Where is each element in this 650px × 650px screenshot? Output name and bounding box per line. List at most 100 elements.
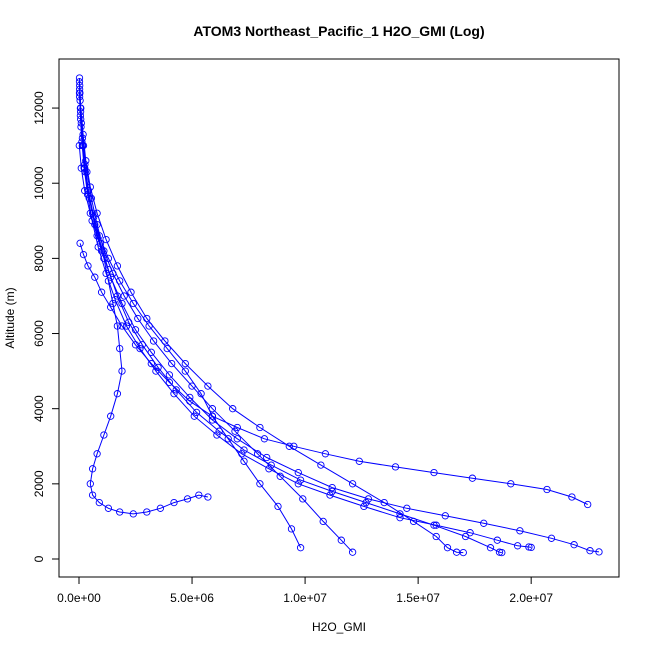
data-point	[76, 239, 84, 247]
data-point	[131, 326, 140, 334]
series-line	[79, 96, 600, 553]
series-line	[79, 85, 464, 554]
data-point	[109, 299, 117, 308]
data-point	[156, 504, 165, 512]
data-point	[77, 164, 85, 172]
data-point	[129, 299, 137, 308]
data-point	[88, 491, 97, 499]
data-point	[543, 485, 551, 494]
data-point	[95, 498, 103, 507]
data-point	[93, 232, 101, 240]
data-point	[192, 408, 201, 417]
data-series	[75, 141, 212, 518]
data-point	[362, 498, 370, 507]
data-point	[77, 115, 85, 123]
x-axis-label: H2O_GMI	[312, 620, 366, 634]
data-point	[97, 247, 106, 255]
data-point	[229, 405, 237, 413]
data-point	[240, 457, 248, 465]
x-axis: 0.0e+00 5.0e+06 1.0e+07 1.5e+07 2.0e+07	[57, 576, 553, 605]
data-point	[147, 359, 155, 368]
data-point	[513, 542, 522, 550]
data-series	[75, 78, 357, 556]
y-tick-label: 2000	[32, 470, 46, 497]
data-point	[547, 534, 556, 542]
data-point	[181, 359, 189, 368]
data-point	[100, 254, 108, 263]
data-point	[118, 299, 126, 308]
data-point	[380, 498, 388, 507]
series-line	[79, 77, 302, 548]
data-point	[486, 544, 495, 552]
data-point	[584, 500, 592, 509]
y-axis: 0 2000 4000 6000 8000 10000 12000	[32, 91, 60, 562]
data-point	[296, 476, 305, 484]
data-point	[116, 344, 124, 353]
data-point	[355, 457, 363, 465]
data-point	[75, 141, 83, 150]
data-point	[113, 390, 122, 398]
data-point	[294, 480, 302, 488]
data-point	[104, 277, 113, 285]
series-line	[79, 89, 502, 554]
series-layer	[75, 74, 603, 557]
y-tick-label: 0	[32, 555, 46, 562]
data-point	[204, 382, 212, 390]
data-point	[294, 468, 302, 477]
data-point	[118, 322, 126, 330]
y-tick-label: 4000	[32, 395, 46, 422]
data-point	[267, 461, 275, 469]
data-point	[274, 502, 282, 511]
data-point	[165, 378, 174, 387]
data-point	[299, 495, 307, 503]
y-tick-label: 12000	[32, 91, 46, 125]
data-point	[498, 548, 506, 557]
data-point	[321, 450, 330, 458]
data-point	[233, 423, 241, 432]
data-point	[326, 491, 334, 499]
data-point	[104, 504, 113, 512]
data-point	[134, 314, 142, 323]
data-point	[75, 78, 84, 86]
data-point	[328, 483, 336, 492]
y-tick-label: 8000	[32, 245, 46, 272]
data-point	[208, 405, 217, 413]
data-point	[263, 453, 271, 462]
data-point	[493, 536, 501, 544]
data-point	[480, 519, 488, 527]
x-tick-label: 0.0e+00	[57, 591, 101, 605]
chart-title: ATOM3 Northeast_Pacific_1 H2O_GMI (Log)	[193, 23, 484, 39]
data-series	[75, 93, 603, 556]
y-tick-label: 10000	[32, 166, 46, 200]
data-point	[147, 348, 155, 356]
data-point	[149, 337, 158, 345]
series-line	[79, 243, 588, 505]
data-point	[84, 262, 92, 270]
data-point	[441, 512, 449, 520]
data-point	[432, 532, 440, 541]
data-point	[208, 412, 217, 420]
data-point	[118, 367, 126, 375]
data-point	[181, 367, 189, 375]
data-point	[287, 525, 296, 533]
data-point	[516, 527, 524, 535]
data-point	[348, 480, 357, 488]
data-point	[129, 510, 137, 518]
data-point	[208, 416, 217, 424]
data-point	[190, 412, 198, 420]
data-point	[170, 390, 178, 398]
data-point	[265, 465, 273, 473]
data-point	[88, 465, 97, 473]
data-point	[328, 487, 336, 496]
data-point	[86, 480, 94, 488]
data-point	[91, 273, 99, 281]
data-point	[116, 508, 124, 516]
data-point	[233, 435, 241, 443]
data-point	[364, 495, 373, 503]
data-point	[360, 502, 368, 511]
data-point	[165, 371, 174, 379]
data-point	[143, 508, 151, 516]
data-point	[143, 314, 151, 323]
data-point	[161, 337, 169, 345]
